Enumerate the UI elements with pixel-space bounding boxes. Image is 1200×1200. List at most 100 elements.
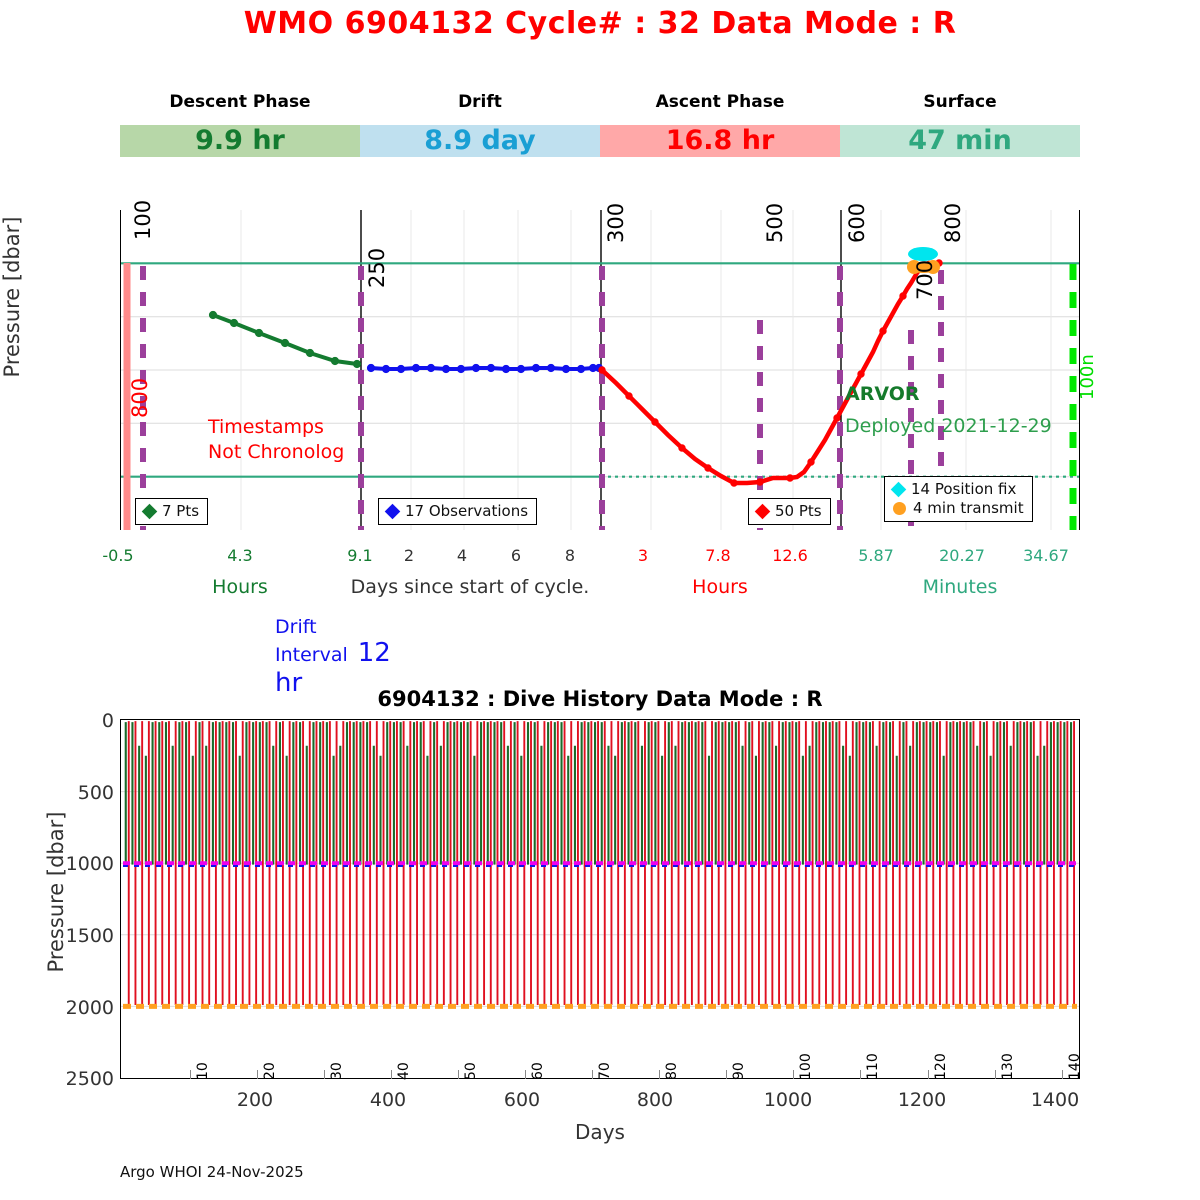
xgroup-hours-ascent: Hours [692,576,748,598]
history-cycle-traces [124,721,1075,1005]
inplot-label-250: 250 [365,247,389,288]
history-cycle-label-10: 10 [195,1062,212,1080]
history-cycle-tick-100 [793,1070,795,1079]
history-cycle-tick-130 [994,1070,996,1079]
position-fix-markers [908,247,938,261]
xtick-7: 3 [637,546,649,565]
inplot-label-300: 300 [604,202,628,243]
ascent-legend-label: 50 Pts [775,502,822,520]
phase-name-descent: Descent Phase [169,92,311,112]
inplot-label-800: 800 [941,202,965,243]
history-cycle-label-130: 130 [999,1053,1016,1080]
phase-name-surface: Surface [923,92,997,112]
inplot-label-500: 500 [763,202,787,243]
history-cycle-tick-140 [1061,1070,1063,1079]
history-cycle-tick-120 [927,1070,929,1079]
xtick-10: 5.87 [858,546,894,565]
top-y-axis-label: Pressure [dbar] [0,216,24,378]
history-xtick-800: 800 [636,1089,674,1111]
descent-legend: 7 Pts [135,498,209,525]
history-xtick-200: 200 [236,1089,274,1111]
phase-duration-ascent: 16.8 hr [600,125,840,157]
surface-legend: 14 Position fix 4 min transmit [884,476,1033,522]
history-cycle-tick-20 [257,1070,259,1079]
descent-legend-label: 7 Pts [162,502,200,520]
park-event-markers [140,266,944,530]
history-gridlines [121,791,1079,1007]
xgroup-days: Days since start of cycle. [350,576,590,598]
xtick-9: 12.6 [772,546,808,565]
history-cycle-label-30: 30 [329,1062,346,1080]
history-cycle-tick-110 [860,1070,862,1079]
legend-row: 4 min transmit [893,499,1024,518]
history-cycle-tick-40 [391,1070,393,1079]
history-ytick-0: 0 [101,710,114,732]
xtick-3: 2 [403,546,415,565]
inplot-label-100: 100 [131,199,155,240]
dive-history-title: 6904132 : Dive History Data Mode : R [377,687,823,711]
history-cycle-label-100: 100 [798,1053,815,1080]
xtick-1: 4.3 [227,546,253,565]
xtick-4: 4 [456,546,468,565]
drift-series [366,363,604,374]
history-ytick-2500: 2500 [65,1068,114,1090]
history-cycle-label-140: 140 [1066,1053,1083,1080]
history-xtick-1400: 1400 [1030,1089,1080,1111]
history-cycle-label-40: 40 [396,1062,413,1080]
history-xtick-1000: 1000 [763,1089,813,1111]
history-cycle-tick-60 [525,1070,527,1079]
history-xtick-400: 400 [369,1089,407,1111]
phase-name-drift: Drift [458,92,502,112]
transmit-marker-icon [893,502,906,515]
descent-series [208,310,362,369]
inplot-label-100n: 100n [1077,354,1098,400]
legend-row: 50 Pts [754,502,822,521]
ascent-marker-icon [754,503,771,520]
legend-row: 14 Position fix [890,480,1024,499]
xtick-12: 34.67 [1023,546,1069,565]
xtick-6: 8 [564,546,576,565]
descent-marker-icon [141,503,158,520]
position-fix-legend-label: 14 Position fix [911,480,1017,498]
history-xtick-600: 600 [503,1089,541,1111]
drift-legend: 17 Observations [378,498,538,525]
timestamps-line-1: Timestamps [208,416,324,438]
history-cycle-label-50: 50 [463,1062,480,1080]
phase-duration-surface: 47 min [840,125,1080,157]
timestamps-annotation: Timestamps Not Chronolog [208,415,344,465]
history-ytick-1000: 1000 [65,853,114,875]
transmit-legend-label: 4 min transmit [913,499,1024,517]
history-x-axis-label: Days [575,1120,625,1144]
drift-interval-value: 12 hr [275,638,391,698]
xgroup-minutes: Minutes [922,576,998,598]
top-plot-area [120,210,1080,530]
history-cycle-tick-80 [659,1070,661,1079]
history-cycle-tick-50 [458,1070,460,1079]
xtick-2: 9.1 [347,546,373,565]
history-ytick-500: 500 [77,782,114,804]
history-cycle-tick-30 [324,1070,326,1079]
history-cycle-tick-70 [592,1070,594,1079]
history-cycle-tick-90 [726,1070,728,1079]
phase-duration-descent: 9.9 hr [120,125,360,157]
dive-history-svg [121,721,1079,1009]
legend-row: 17 Observations [384,502,528,521]
inplot-label-700: 700 [913,259,937,300]
xtick-8: 7.8 [705,546,731,565]
drift-interval-label: Drift Interval [275,616,348,666]
ascent-legend: 50 Pts [748,498,831,525]
timestamps-line-2: Not Chronolog [208,441,345,463]
history-ytick-1500: 1500 [65,925,114,947]
drift-marker-icon [384,503,401,520]
history-cycle-label-60: 60 [530,1062,547,1080]
xtick-11: 20.27 [939,546,985,565]
history-cycle-label-120: 120 [932,1053,949,1080]
history-cycle-tick-10 [190,1070,192,1079]
phase-name-ascent: Ascent Phase [655,92,785,112]
history-cycle-label-20: 20 [262,1062,279,1080]
history-ytick-2000: 2000 [65,997,114,1019]
xtick-0: -0.5 [102,546,134,565]
phase-duration-drift: 8.9 day [360,125,600,157]
drift-interval-annotation: Drift Interval 12 hr [275,616,391,698]
transmit-markers [907,260,940,274]
